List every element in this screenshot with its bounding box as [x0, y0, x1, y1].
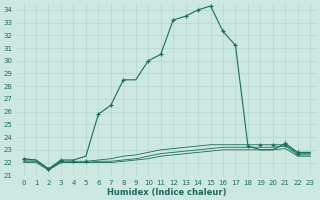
X-axis label: Humidex (Indice chaleur): Humidex (Indice chaleur) — [107, 188, 227, 197]
